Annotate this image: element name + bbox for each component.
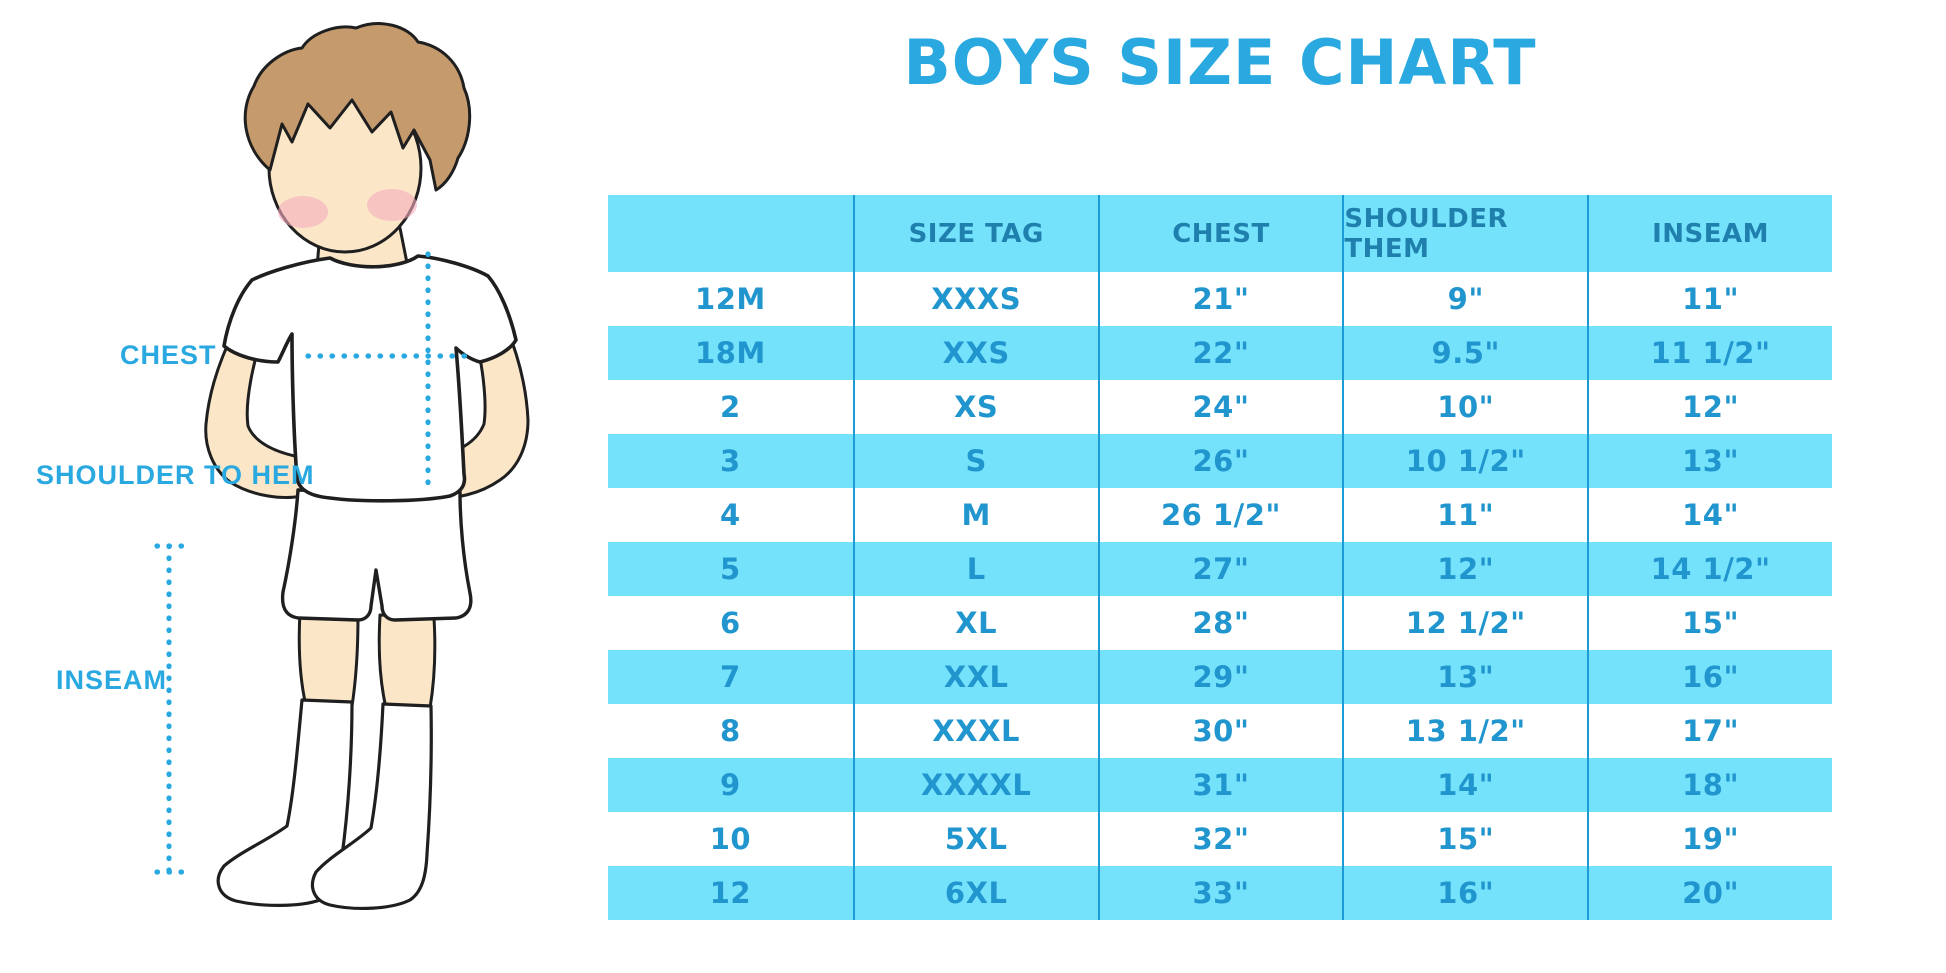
inseam-label: INSEAM xyxy=(56,665,168,695)
table-cell: 22" xyxy=(1097,326,1343,380)
shoulder-to-hem-label: SHOULDER TO HEM xyxy=(36,460,315,490)
boy-left-sock xyxy=(216,698,354,907)
table-cell: 5 xyxy=(720,552,741,586)
table-row: 3 S 26" 10 1/2" 13" xyxy=(608,434,1832,488)
table-cell: 27" xyxy=(1097,542,1343,596)
table-cell: 28" xyxy=(1097,596,1343,650)
table-row: 6 XL 28" 12 1/2" 15" xyxy=(608,596,1832,650)
table-cell: 12 xyxy=(709,876,752,910)
table-cell: 31" xyxy=(1097,758,1343,812)
table-cell: 26 1/2" xyxy=(1097,488,1343,542)
table-cell: XL xyxy=(852,596,1098,650)
table-row: 2 XS 24" 10" 12" xyxy=(608,380,1832,434)
table-cell: 33" xyxy=(1097,866,1343,920)
table-cell: 10 1/2" xyxy=(1342,434,1587,488)
table-header-cell-size-tag: SIZE TAG xyxy=(852,195,1098,272)
table-cell: 12 1/2" xyxy=(1342,596,1587,650)
table-cell: 9" xyxy=(1342,272,1587,326)
table-cell: XXL xyxy=(852,650,1098,704)
table-cell: 21" xyxy=(1097,272,1343,326)
table-header-cell-blank xyxy=(608,195,853,272)
boy-blush xyxy=(278,189,417,228)
size-table: SIZE TAG CHEST SHOULDER THEM INSEAM 12M X… xyxy=(608,195,1832,920)
table-cell: S xyxy=(852,434,1098,488)
table-cell: 3 xyxy=(720,444,741,478)
boy-shirt xyxy=(222,254,518,503)
table-cell: 6 xyxy=(720,606,741,640)
table-row: 9 XXXXL 31" 14" 18" xyxy=(608,758,1832,812)
table-cell: 29" xyxy=(1097,650,1343,704)
table-cell: 32" xyxy=(1097,812,1343,866)
table-row: 12M XXXS 21" 9" 11" xyxy=(608,272,1832,326)
table-cell: 15" xyxy=(1342,812,1587,866)
table-cell: 11" xyxy=(1342,488,1587,542)
boy-right-sock xyxy=(310,702,433,911)
boy-left-leg xyxy=(297,610,360,708)
table-row: 4 M 26 1/2" 11" 14" xyxy=(608,488,1832,542)
table-header-cell-chest: CHEST xyxy=(1097,195,1343,272)
boy-hair xyxy=(243,22,472,192)
page-title: BOYS SIZE CHART xyxy=(903,26,1537,99)
table-cell: 19" xyxy=(1587,812,1832,866)
table-header-row: SIZE TAG CHEST SHOULDER THEM INSEAM xyxy=(608,195,1832,272)
table-cell: 17" xyxy=(1587,704,1832,758)
table-cell: 11 1/2" xyxy=(1587,326,1832,380)
table-row: 12 6XL 33" 16" 20" xyxy=(608,866,1832,920)
table-cell: 24" xyxy=(1097,380,1343,434)
table-cell: 18M xyxy=(695,336,766,370)
chest-label: CHEST xyxy=(120,340,217,370)
table-cell: 5XL xyxy=(852,812,1098,866)
table-cell: L xyxy=(852,542,1098,596)
table-cell: 14" xyxy=(1587,488,1832,542)
table-cell: 7 xyxy=(720,660,741,694)
table-cell: 11" xyxy=(1587,272,1832,326)
table-cell: 10 xyxy=(709,822,752,856)
table-cell: 30" xyxy=(1097,704,1343,758)
table-cell: 4 xyxy=(720,498,741,532)
table-cell: 9 xyxy=(720,768,741,802)
table-cell: 2 xyxy=(720,390,741,424)
table-cell: 20" xyxy=(1587,866,1832,920)
table-row: 10 5XL 32" 15" 19" xyxy=(608,812,1832,866)
table-cell: 26" xyxy=(1097,434,1343,488)
table-cell: 9.5" xyxy=(1342,326,1587,380)
table-cell: 13" xyxy=(1342,650,1587,704)
table-cell: XXS xyxy=(852,326,1098,380)
table-cell: 16" xyxy=(1587,650,1832,704)
boy-illustration xyxy=(154,22,530,911)
table-header-cell-shoulder-them: SHOULDER THEM xyxy=(1342,195,1587,272)
size-table-body: 12M XXXS 21" 9" 11" 18M XXS 22" 9.5" 11 1/2" 2 XS 24… xyxy=(608,272,1832,920)
table-cell: 14" xyxy=(1342,758,1587,812)
boy-right-leg xyxy=(377,613,437,710)
table-row: 18M XXS 22" 9.5" 11 1/2" xyxy=(608,326,1832,380)
table-cell: 13" xyxy=(1587,434,1832,488)
table-cell: 12M xyxy=(695,282,766,316)
table-cell: 15" xyxy=(1587,596,1832,650)
table-cell: 10" xyxy=(1342,380,1587,434)
table-cell: 8 xyxy=(720,714,741,748)
table-cell: 13 1/2" xyxy=(1342,704,1587,758)
table-cell: 12" xyxy=(1342,542,1587,596)
table-cell: XS xyxy=(852,380,1098,434)
table-cell: 12" xyxy=(1587,380,1832,434)
table-cell: XXXL xyxy=(852,704,1098,758)
boy-shorts xyxy=(280,488,473,622)
table-cell: XXXS xyxy=(852,272,1098,326)
table-row: 7 XXL 29" 13" 16" xyxy=(608,650,1832,704)
table-cell: 14 1/2" xyxy=(1587,542,1832,596)
table-cell: M xyxy=(852,488,1098,542)
table-cell: 16" xyxy=(1342,866,1587,920)
table-cell: 18" xyxy=(1587,758,1832,812)
table-header-cell-inseam: INSEAM xyxy=(1587,195,1832,272)
table-row: 5 L 27" 12" 14 1/2" xyxy=(608,542,1832,596)
table-cell: 6XL xyxy=(852,866,1098,920)
table-row: 8 XXXL 30" 13 1/2" 17" xyxy=(608,704,1832,758)
table-cell: XXXXL xyxy=(852,758,1098,812)
